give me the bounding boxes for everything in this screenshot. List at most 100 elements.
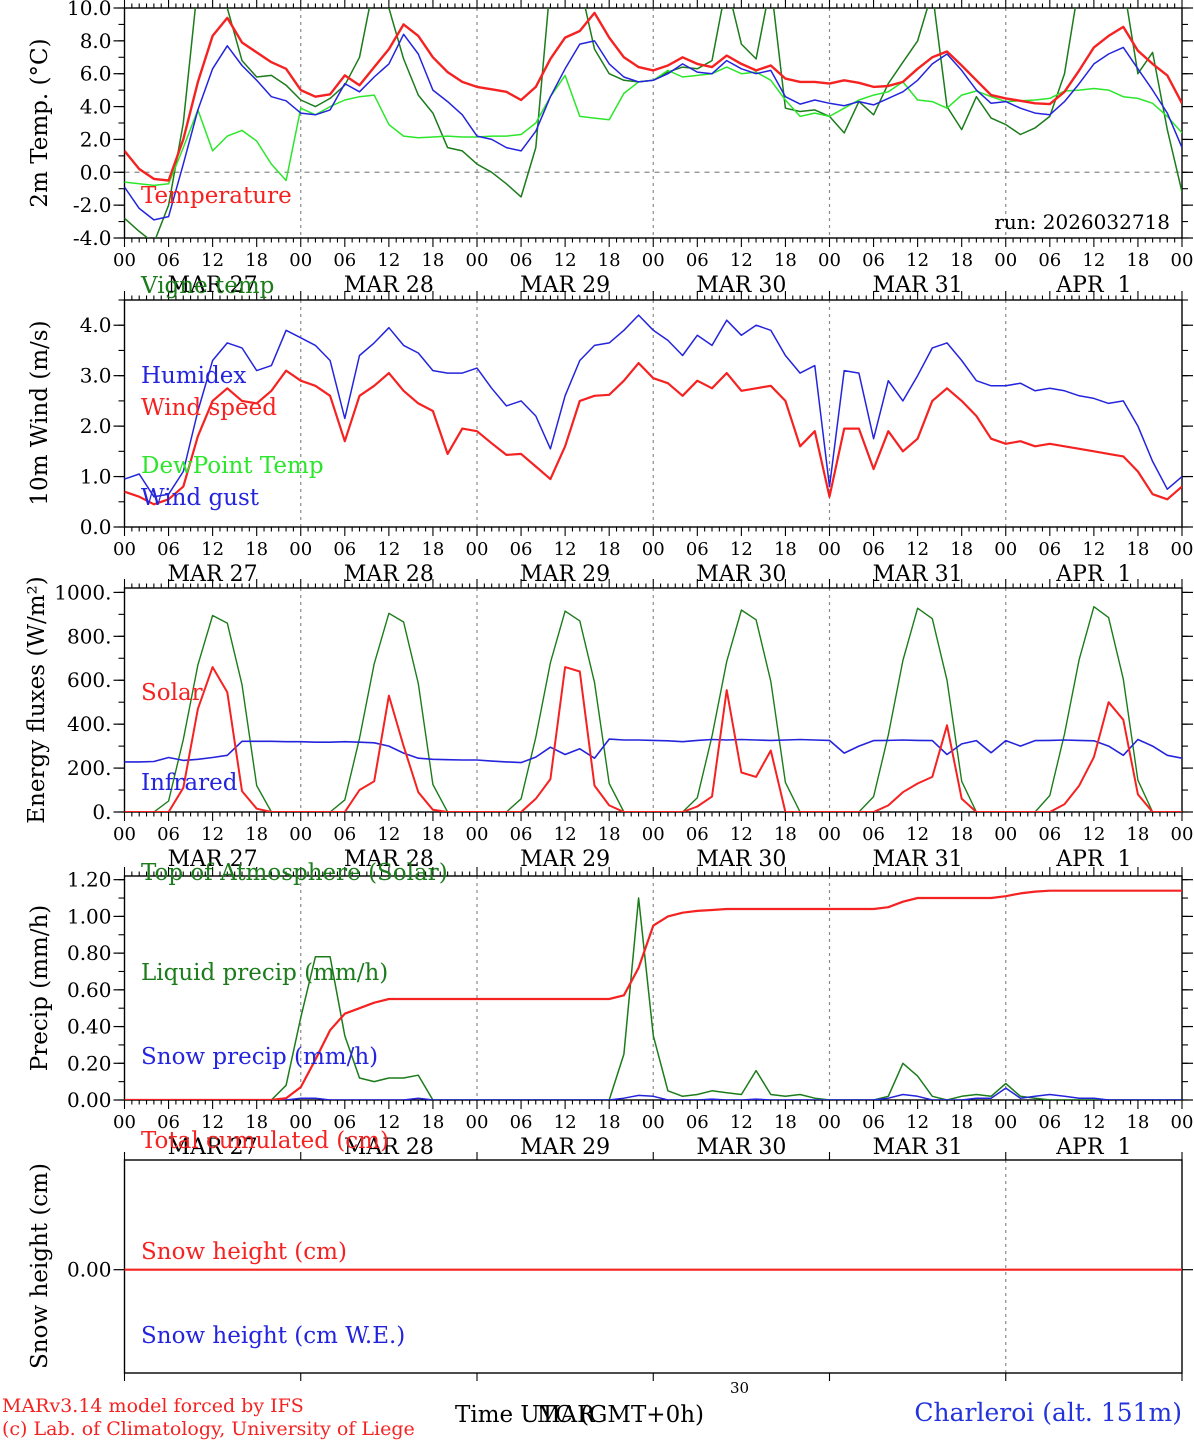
legend-item-snow-height-we: Snow height (cm W.E.): [141, 1323, 406, 1349]
svg-text:12: 12: [201, 539, 224, 560]
svg-text:MAR 29: MAR 29: [520, 847, 610, 870]
svg-text:06: 06: [1038, 250, 1061, 271]
svg-text:00: 00: [642, 824, 665, 845]
svg-text:00: 00: [466, 250, 489, 271]
svg-text:3.0: 3.0: [80, 364, 112, 388]
svg-text:400.: 400.: [67, 712, 112, 736]
legend-item-temperature: Temperature: [141, 183, 292, 209]
svg-text:1.00: 1.00: [67, 904, 112, 928]
svg-text:12: 12: [730, 1112, 753, 1133]
snow-legend: Snow height (cm) Snow height (cm W.E.): [141, 1182, 405, 1378]
svg-text:06: 06: [686, 1112, 709, 1133]
svg-text:MAR 31: MAR 31: [873, 847, 963, 870]
svg-text:06: 06: [157, 539, 180, 560]
svg-text:00: 00: [994, 539, 1017, 560]
svg-text:1000.: 1000.: [54, 580, 111, 604]
svg-text:12: 12: [554, 250, 577, 271]
legend-item-infrared: Infrared: [141, 770, 238, 796]
svg-text:12: 12: [906, 1112, 929, 1133]
svg-text:06: 06: [1038, 1112, 1061, 1133]
svg-text:00: 00: [1171, 1112, 1194, 1133]
svg-text:APR 1: APR 1: [1055, 847, 1131, 870]
svg-text:18: 18: [774, 539, 797, 560]
svg-text:18: 18: [245, 1112, 268, 1133]
svg-text:00: 00: [113, 250, 136, 271]
svg-text:00: 00: [818, 824, 841, 845]
svg-text:00: 00: [818, 539, 841, 560]
svg-text:12: 12: [906, 250, 929, 271]
svg-text:12: 12: [906, 539, 929, 560]
svg-text:200.: 200.: [67, 756, 112, 780]
svg-text:06: 06: [157, 824, 180, 845]
svg-text:00: 00: [289, 250, 312, 271]
svg-text:06: 06: [862, 539, 885, 560]
svg-text:06: 06: [1038, 539, 1061, 560]
svg-text:12: 12: [730, 539, 753, 560]
legend-item-top-of-atmosphere: Top of Atmosphere (Solar): [141, 860, 448, 886]
svg-text:00: 00: [289, 824, 312, 845]
svg-text:12: 12: [201, 250, 224, 271]
svg-text:00: 00: [994, 250, 1017, 271]
svg-text:12: 12: [377, 539, 400, 560]
svg-text:06: 06: [686, 539, 709, 560]
legend-item-humidex: Humidex: [141, 363, 247, 389]
svg-text:06: 06: [333, 824, 356, 845]
svg-text:0.40: 0.40: [67, 1015, 112, 1039]
svg-text:06: 06: [686, 824, 709, 845]
svg-text:MAR 31: MAR 31: [873, 1135, 963, 1158]
svg-text:12: 12: [377, 1112, 400, 1133]
svg-text:12: 12: [201, 1112, 224, 1133]
svg-text:06: 06: [686, 250, 709, 271]
svg-text:00: 00: [642, 1112, 665, 1133]
svg-text:00: 00: [1171, 824, 1194, 845]
svg-text:00: 00: [466, 824, 489, 845]
temperature-axis-title: 2m Temp. (°C): [27, 38, 53, 208]
svg-text:-4.0: -4.0: [73, 226, 112, 250]
svg-text:18: 18: [774, 1112, 797, 1133]
svg-text:MAR 30: MAR 30: [696, 847, 786, 870]
svg-text:06: 06: [333, 250, 356, 271]
svg-text:6.0: 6.0: [80, 62, 112, 86]
svg-text:4.0: 4.0: [80, 313, 112, 337]
svg-text:MAR 29: MAR 29: [520, 273, 610, 296]
svg-text:00: 00: [113, 539, 136, 560]
svg-text:0.20: 0.20: [67, 1051, 112, 1075]
svg-text:MAR 27: MAR 27: [168, 847, 258, 870]
svg-text:06: 06: [510, 250, 533, 271]
svg-text:00: 00: [994, 1112, 1017, 1133]
svg-text:12: 12: [554, 539, 577, 560]
legend-item-dewpoint-temp: DewPoint Temp: [141, 453, 324, 479]
svg-text:18: 18: [1126, 1112, 1149, 1133]
svg-text:MAR 30: MAR 30: [696, 1135, 786, 1158]
svg-text:06: 06: [862, 1112, 885, 1133]
svg-text:00: 00: [113, 824, 136, 845]
svg-text:-2.0: -2.0: [73, 193, 112, 217]
svg-text:18: 18: [950, 824, 973, 845]
svg-text:18: 18: [950, 1112, 973, 1133]
svg-text:APR 1: APR 1: [1055, 1135, 1131, 1158]
svg-text:MAR 29: MAR 29: [520, 1135, 610, 1158]
run-label: run: 2026032718: [994, 210, 1170, 234]
svg-text:00: 00: [1171, 250, 1194, 271]
svg-text:06: 06: [157, 250, 180, 271]
svg-text:MAR 30: MAR 30: [696, 273, 786, 296]
svg-text:18: 18: [1126, 539, 1149, 560]
svg-text:18: 18: [1126, 250, 1149, 271]
svg-text:0.0: 0.0: [80, 160, 112, 184]
svg-text:12: 12: [377, 824, 400, 845]
svg-text:1.0: 1.0: [80, 465, 112, 489]
svg-text:06: 06: [1038, 824, 1061, 845]
svg-text:18: 18: [421, 1112, 444, 1133]
legend-item-wind-speed: Wind speed: [141, 395, 277, 421]
temperature-legend: Temperature Vigne temp Humidex DewPoint …: [141, 121, 324, 511]
svg-text:06: 06: [862, 824, 885, 845]
svg-text:12: 12: [554, 824, 577, 845]
svg-text:MAR 28: MAR 28: [344, 847, 434, 870]
svg-text:12: 12: [1082, 539, 1105, 560]
legend-item-snow-height: Snow height (cm): [141, 1239, 347, 1265]
legend-item-total-cumulated: Total cumulated (cm): [141, 1128, 389, 1154]
svg-text:MAR 28: MAR 28: [344, 1135, 434, 1158]
svg-text:12: 12: [377, 250, 400, 271]
